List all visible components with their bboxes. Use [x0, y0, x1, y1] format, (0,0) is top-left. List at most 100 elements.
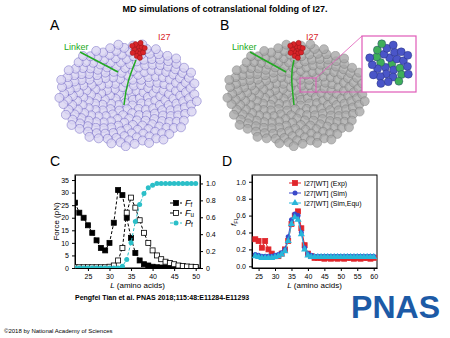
- tick: 0.2: [200, 248, 216, 255]
- tick: 5: [65, 252, 75, 259]
- legend-label: I27[WT] (Exp): [304, 180, 347, 188]
- atom: [296, 41, 305, 50]
- atom: [57, 75, 66, 84]
- tick-mark: [200, 268, 203, 269]
- tick-mark: [72, 243, 75, 244]
- tick: 0.4: [200, 231, 216, 238]
- tick-mark: [72, 268, 75, 269]
- atom: [159, 135, 168, 144]
- inset-source: [300, 78, 316, 92]
- atom: [85, 132, 94, 141]
- data-point: [285, 237, 292, 243]
- atom: [229, 110, 238, 119]
- data-point: [146, 240, 151, 245]
- tick-label: 30: [61, 189, 69, 196]
- series-line: [255, 214, 373, 256]
- data-point: [85, 266, 90, 269]
- atom: [403, 62, 411, 70]
- tick: 20: [61, 214, 75, 221]
- tick-mark: [72, 218, 75, 219]
- atom: [366, 54, 374, 62]
- tick: 0.8: [200, 197, 216, 204]
- panel-label: B: [220, 17, 229, 33]
- atom: [142, 46, 147, 51]
- tick-mark: [72, 255, 75, 256]
- atom: [378, 40, 386, 48]
- data-point: [141, 230, 146, 235]
- data-point: [154, 181, 159, 186]
- atom: [355, 107, 364, 116]
- tick-label: 35: [61, 177, 69, 184]
- figure: MD simulations of cotranslational foldin…: [0, 0, 450, 338]
- data-point: [370, 253, 377, 259]
- y2-axis: 00.20.40.60.81.0: [200, 176, 216, 272]
- tick-label: 30: [272, 273, 280, 280]
- atom: [296, 40, 301, 45]
- axis-line: [76, 268, 201, 269]
- tick-mark: [72, 180, 75, 181]
- atom: [107, 139, 116, 148]
- data-point: [98, 266, 103, 269]
- data-point: [189, 181, 194, 186]
- inset-connector: [316, 36, 362, 78]
- tick: 35: [288, 268, 296, 280]
- tick-label: 35: [128, 273, 136, 280]
- atom: [121, 142, 130, 151]
- series: [75, 188, 198, 268]
- tick: 0: [200, 265, 210, 272]
- legend-marker: [293, 191, 298, 196]
- data-point: [137, 202, 142, 207]
- series-line: [75, 198, 196, 268]
- data-point: [193, 181, 198, 186]
- legend-marker: [291, 199, 298, 205]
- atom: [55, 93, 64, 102]
- tick-label: 0.8: [206, 197, 216, 204]
- series-line: [255, 217, 373, 258]
- tick-label: 25: [85, 273, 93, 280]
- tick: 40: [149, 268, 157, 280]
- atom: [232, 66, 241, 75]
- series-line: [75, 190, 196, 268]
- tick-label: 35: [288, 273, 296, 280]
- data-point: [103, 248, 108, 253]
- inset-connector: [316, 92, 362, 93]
- tick-label: 25: [255, 273, 263, 280]
- ribosome: [55, 40, 201, 151]
- atom: [130, 43, 135, 48]
- data-point: [107, 240, 112, 245]
- tick: 45: [321, 268, 329, 280]
- atom: [192, 97, 201, 106]
- ribosome: [223, 40, 369, 151]
- legend-marker: [174, 211, 179, 216]
- data-point: [172, 181, 177, 186]
- title: MD simulations of cotranslational foldin…: [122, 4, 327, 14]
- tick: 30: [106, 268, 114, 280]
- tick-mark: [72, 193, 75, 194]
- data-point: [133, 219, 138, 224]
- linker: [292, 60, 294, 105]
- tick: 0.2: [236, 246, 252, 253]
- data-point: [193, 264, 198, 268]
- atom: [313, 138, 322, 147]
- series-line: [75, 183, 196, 268]
- atom: [298, 139, 307, 148]
- tick-label: 0: [206, 265, 210, 272]
- data-point: [124, 257, 129, 262]
- atom: [288, 43, 293, 48]
- atom: [289, 142, 298, 151]
- y-axis-title: Force (pN): [52, 202, 61, 241]
- data-point: [163, 181, 168, 186]
- atom: [404, 51, 412, 59]
- data-point: [81, 266, 86, 269]
- atom: [61, 110, 70, 119]
- data-point: [90, 266, 95, 269]
- atom: [275, 139, 284, 148]
- tick-mark: [200, 183, 203, 184]
- atom: [187, 107, 196, 116]
- data-point: [120, 264, 125, 268]
- tick-mark: [174, 268, 175, 271]
- tick: 25: [61, 202, 75, 209]
- atom: [404, 70, 412, 78]
- axis-line: [253, 268, 378, 269]
- tick-label: 50: [192, 273, 200, 280]
